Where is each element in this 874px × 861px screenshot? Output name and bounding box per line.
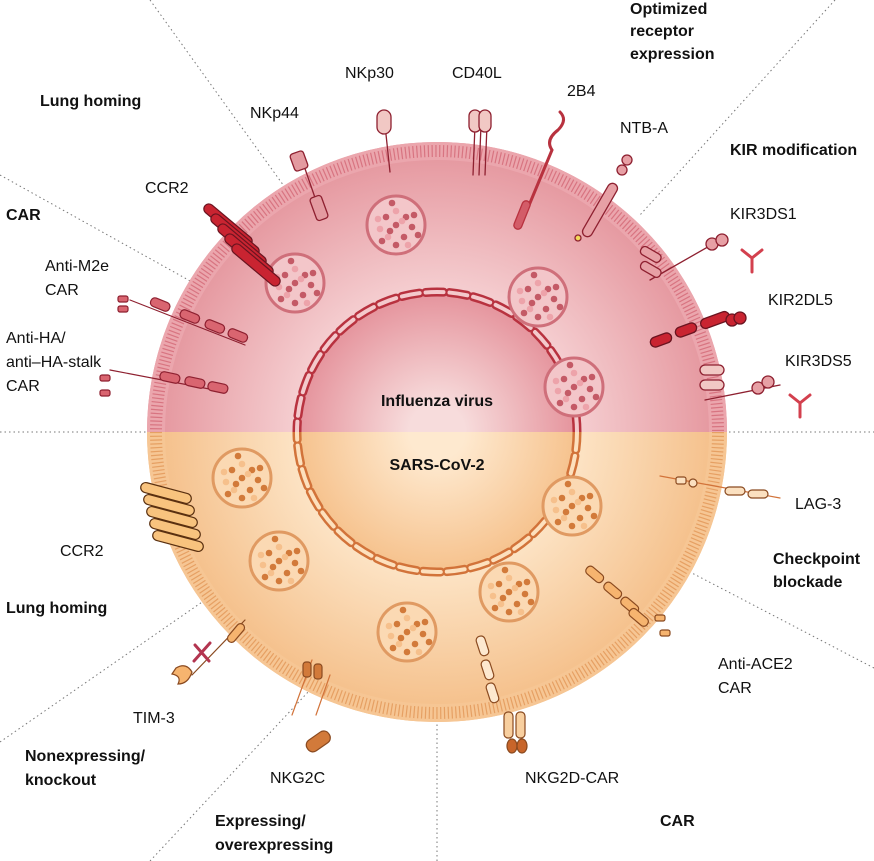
category-checkpoint-line1: Checkpoint xyxy=(773,551,861,568)
label-anti-m2e-line2: CAR xyxy=(45,282,79,299)
label-ntba: NTB-A xyxy=(620,120,668,137)
label-anti-ha-line1: Anti-HA/ xyxy=(6,330,66,347)
label-nkp30: NKp30 xyxy=(345,65,394,82)
labels: Optimized receptor expression Lung homin… xyxy=(6,1,861,854)
label-kir2dl5: KIR2DL5 xyxy=(768,292,833,309)
category-checkpoint-line2: blockade xyxy=(773,574,842,591)
label-nkg2d-car: NKG2D-CAR xyxy=(525,770,619,787)
vesicle xyxy=(541,475,603,537)
tim3-receptor xyxy=(171,619,246,685)
influenza-virus-title: Influenza virus xyxy=(381,393,493,410)
category-optimized-line1: Optimized xyxy=(630,1,707,18)
receptor-glyphs xyxy=(99,109,812,754)
vesicle xyxy=(211,447,273,509)
anti-ace2-car-glyph xyxy=(585,565,671,637)
lag3-receptor xyxy=(659,475,781,499)
nkg2c-receptor xyxy=(291,659,331,753)
category-lung-homing-bottom: Lung homing xyxy=(6,600,107,617)
vesicle xyxy=(248,530,310,592)
anti-ha-car-glyph xyxy=(99,369,229,397)
label-anti-ace2-line1: Anti-ACE2 xyxy=(718,656,793,673)
vesicle xyxy=(543,356,605,418)
vesicle xyxy=(507,266,569,328)
kir3ds1-receptor xyxy=(639,233,764,281)
category-expressing-line1: Expressing/ xyxy=(215,813,306,830)
label-kir3ds1: KIR3DS1 xyxy=(730,206,797,223)
label-lag3: LAG-3 xyxy=(795,496,841,513)
label-anti-ha-line2: anti–HA-stalk xyxy=(6,354,102,371)
label-nkp44: NKp44 xyxy=(250,105,299,122)
ntba-receptor xyxy=(574,154,633,242)
category-expressing-line2: overexpressing xyxy=(215,837,333,854)
label-ccr2-top: CCR2 xyxy=(145,180,189,197)
category-nonexpressing-line2: knockout xyxy=(25,772,97,789)
granule-vesicles xyxy=(211,194,605,663)
category-nonexpressing-line1: Nonexpressing/ xyxy=(25,748,146,765)
category-optimized-line2: receptor xyxy=(630,23,694,40)
ccr2-bottom-receptor xyxy=(140,481,204,553)
label-anti-ace2-line2: CAR xyxy=(718,680,752,697)
label-ccr2-bottom: CCR2 xyxy=(60,543,104,560)
category-car-bottom: CAR xyxy=(660,813,695,830)
vesicle xyxy=(365,194,427,256)
vesicle xyxy=(478,561,540,623)
cd40l-receptor xyxy=(468,109,492,176)
label-cd40l: CD40L xyxy=(452,65,502,82)
label-anti-m2e-line1: Anti-M2e xyxy=(45,258,109,275)
label-2b4: 2B4 xyxy=(567,83,596,100)
label-kir3ds5: KIR3DS5 xyxy=(785,353,852,370)
label-tim3: TIM-3 xyxy=(133,710,175,727)
category-car-top: CAR xyxy=(6,207,41,224)
anti-m2e-car-glyph xyxy=(117,295,249,346)
ccr2-top-receptor xyxy=(203,203,281,287)
sars-cov-2-title: SARS-CoV-2 xyxy=(389,457,484,474)
2b4-receptor xyxy=(513,110,565,230)
vesicle xyxy=(264,252,326,314)
nkg2d-car-glyph xyxy=(475,635,528,754)
nkp30-receptor xyxy=(376,109,392,173)
kir2dl5-receptor xyxy=(649,310,747,348)
category-optimized-line3: expression xyxy=(630,46,714,63)
kir3ds5-receptor xyxy=(699,364,812,419)
label-nkg2c: NKG2C xyxy=(270,770,325,787)
vesicle xyxy=(376,601,438,663)
category-kir-modification: KIR modification xyxy=(730,142,857,159)
category-lung-homing-top: Lung homing xyxy=(40,93,141,110)
nkp44-receptor xyxy=(289,150,329,222)
label-anti-ha-line3: CAR xyxy=(6,378,40,395)
